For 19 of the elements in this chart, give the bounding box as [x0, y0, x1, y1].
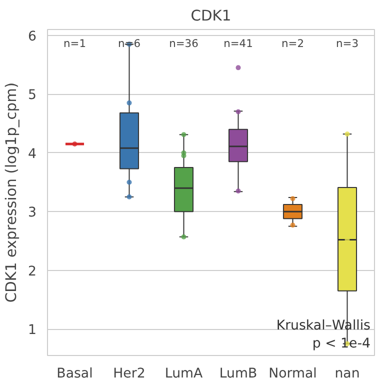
chart-title: CDK1: [190, 8, 232, 24]
annotation: n=3: [336, 37, 358, 50]
annotation: n=2: [282, 37, 304, 50]
x-tick-label: Basal: [56, 366, 93, 382]
annotation: n=41: [224, 37, 253, 50]
x-tick-label: Normal: [268, 366, 317, 382]
x-tick-label: LumB: [219, 366, 258, 382]
y-tick-label: 4: [28, 146, 37, 162]
annotation: n=1: [64, 37, 86, 50]
x-tick-label: nan: [334, 366, 360, 382]
y-tick-label: 6: [28, 29, 37, 44]
y-tick-label: 1: [28, 323, 37, 338]
y-axis-title: CDK1 expression (log1p_cpm): [3, 82, 20, 303]
y-tick-label: 3: [28, 206, 37, 221]
annotation: n=36: [169, 37, 199, 50]
y-tick-label: 2: [28, 264, 37, 280]
x-tick-label: LumA: [164, 366, 203, 382]
y-tick-label: 5: [28, 88, 37, 104]
x-tick-label: Her2: [113, 366, 146, 382]
